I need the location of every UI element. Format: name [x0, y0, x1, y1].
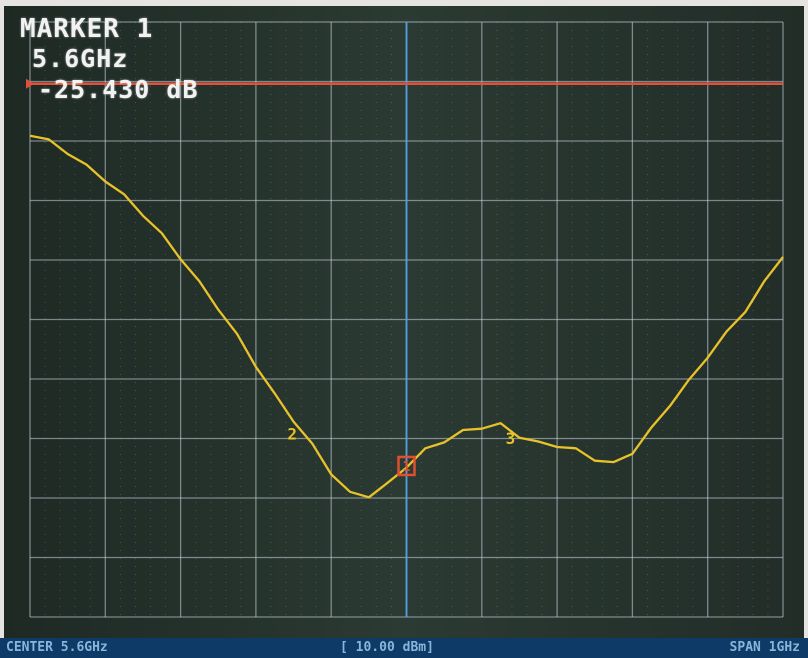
reference-level-arrow: [26, 78, 34, 89]
grid: [29, 21, 784, 618]
marker-value: -25.430 dB: [38, 75, 199, 104]
marker-1-label: 1: [403, 460, 411, 475]
marker-frequency: 5.6GHz: [32, 44, 129, 73]
center-frequency-label: CENTER 5.6GHz: [6, 640, 108, 655]
markers: 1 2 3: [287, 424, 516, 477]
marker-title: MARKER 1: [20, 14, 154, 44]
span-label: SPAN 1GHz: [729, 640, 800, 655]
reference-level-label: [ 10.00 dBm]: [340, 640, 434, 655]
trace-line: [29, 134, 784, 499]
marker-3-label: 3: [506, 429, 516, 448]
reference-line: [26, 78, 783, 89]
status-bar: CENTER 5.6GHz [ 10.00 dBm] SPAN 1GHz: [0, 638, 808, 658]
marker-1-box: [397, 455, 416, 477]
screen-background: [4, 6, 804, 638]
marker-2-label: 2: [287, 424, 297, 443]
trace: [29, 134, 784, 499]
